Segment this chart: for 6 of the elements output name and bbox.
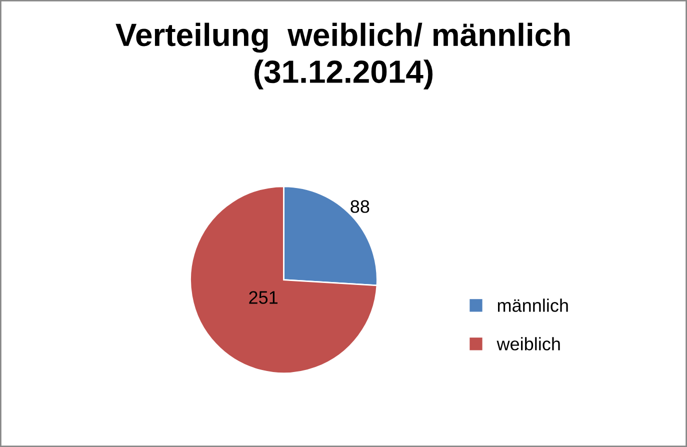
- legend-label: männlich: [498, 298, 568, 312]
- chart-title: Verteilung weiblich/ männlich (31.12.2014): [116, 22, 570, 90]
- pie-slice: [190, 186, 378, 374]
- data-label: 88: [350, 200, 370, 213]
- legend-label: weiblich: [496, 337, 560, 350]
- data-label: 251: [249, 291, 278, 304]
